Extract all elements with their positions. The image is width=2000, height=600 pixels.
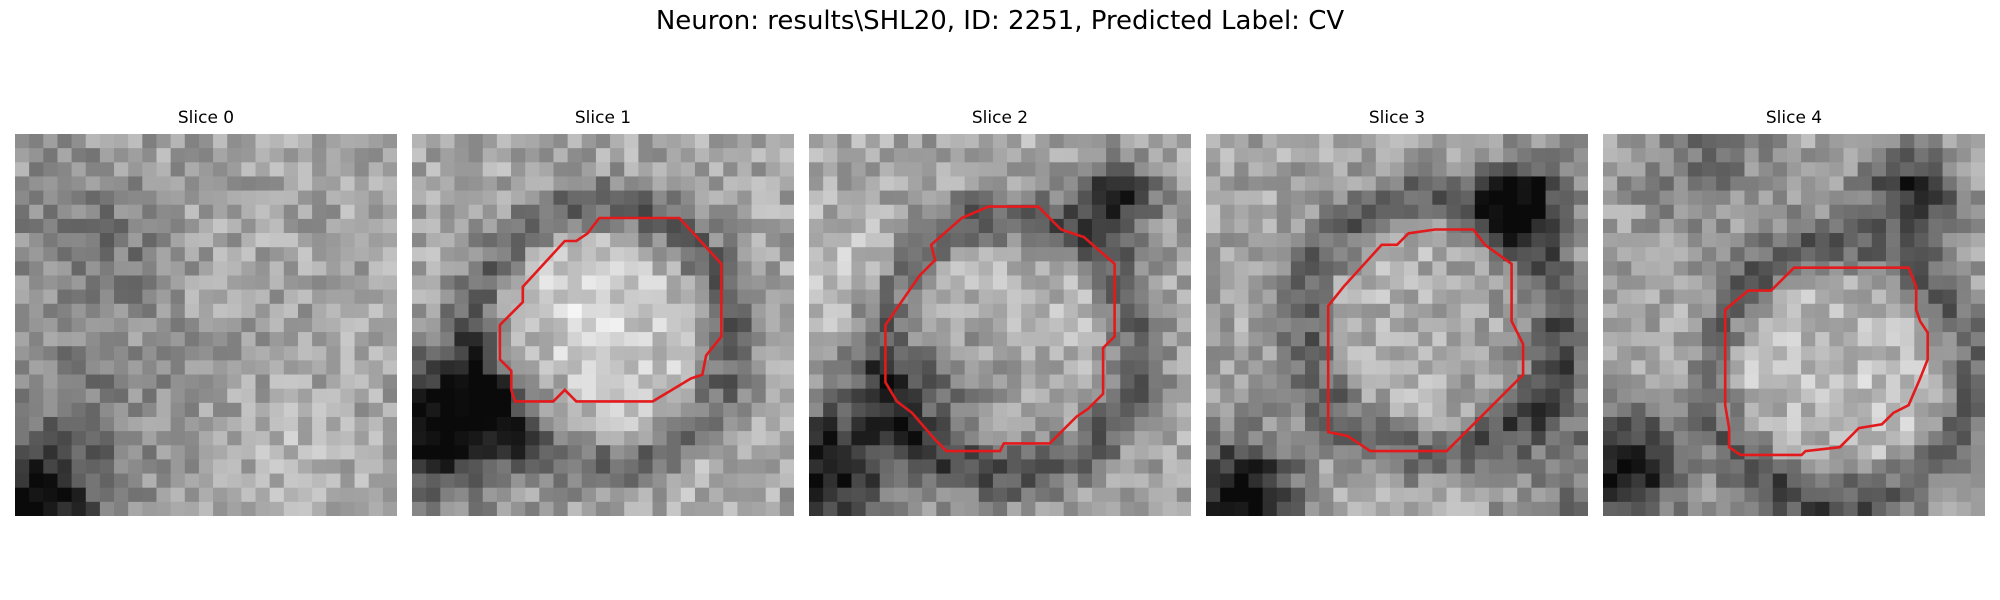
slice-image-canvas (1206, 134, 1588, 516)
slice-image (1206, 134, 1588, 516)
slice-title: Slice 4 (1765, 108, 1823, 128)
slice-image (15, 134, 397, 516)
cell-contour (1723, 266, 1930, 457)
cell-contour (1326, 228, 1525, 453)
slice-panel: Slice 1 (412, 108, 794, 528)
slice-image (1603, 134, 1985, 516)
slice-panel: Slice 4 (1603, 108, 1985, 528)
slice-image-canvas (809, 134, 1191, 516)
slice-image-canvas (1603, 134, 1985, 516)
figure-title: Neuron: results\SHL20, ID: 2251, Predict… (655, 6, 1345, 36)
cell-contour (884, 205, 1116, 453)
slice-panels: Slice 0 Slice 1 Slice 2 Slice 3 Slice 4 (15, 108, 2000, 528)
slice-image-canvas (15, 134, 397, 516)
slice-title: Slice 2 (971, 108, 1029, 128)
slice-panel: Slice 0 (15, 108, 397, 528)
pixel-grid (1603, 134, 1985, 516)
pixel-grid (412, 134, 794, 516)
slice-image (412, 134, 794, 516)
slice-image (809, 134, 1191, 516)
pixel-grid (15, 134, 397, 516)
pixel-grid (1206, 134, 1588, 516)
slice-image-canvas (412, 134, 794, 516)
slice-panel: Slice 3 (1206, 108, 1588, 528)
slice-title: Slice 1 (574, 108, 632, 128)
slice-title: Slice 3 (1368, 108, 1426, 128)
pixel-grid (809, 134, 1191, 516)
cell-contour (498, 216, 723, 403)
slice-panel: Slice 2 (809, 108, 1191, 528)
slice-title: Slice 0 (177, 108, 235, 128)
